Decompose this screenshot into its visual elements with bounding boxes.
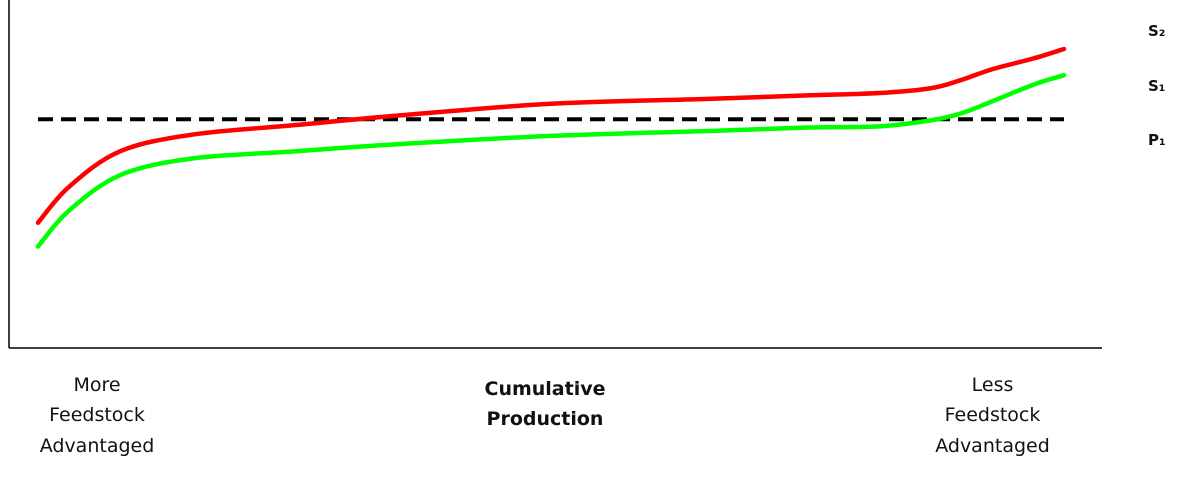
x-right-label-line: Advantaged xyxy=(935,434,1050,457)
x-right-label-line: Less xyxy=(971,374,1014,396)
series-line-s1 xyxy=(35,72,1067,249)
x-right-label-line: Feedstock xyxy=(944,404,1041,427)
x-left-label-line: Advantaged xyxy=(39,434,155,457)
x-right-label: Less Feedstock Advantaged xyxy=(925,370,1060,461)
series-label-s1: S₁ xyxy=(1148,77,1166,95)
x-left-label-line: Feedstock xyxy=(49,404,145,427)
x-axis-label-line: Cumulative xyxy=(484,378,606,400)
series-line-s2 xyxy=(35,46,1067,225)
series-layer xyxy=(35,46,1067,249)
series-label-p1: P₁ xyxy=(1148,131,1166,149)
x-left-label-line: More xyxy=(73,374,121,396)
x-axis-label-line: Production xyxy=(486,408,604,431)
axes xyxy=(8,0,1102,349)
series-label-s2: S₂ xyxy=(1148,22,1166,40)
x-axis-label: Cumulative Production xyxy=(470,374,620,435)
x-left-label: More Feedstock Advantaged xyxy=(32,370,162,461)
